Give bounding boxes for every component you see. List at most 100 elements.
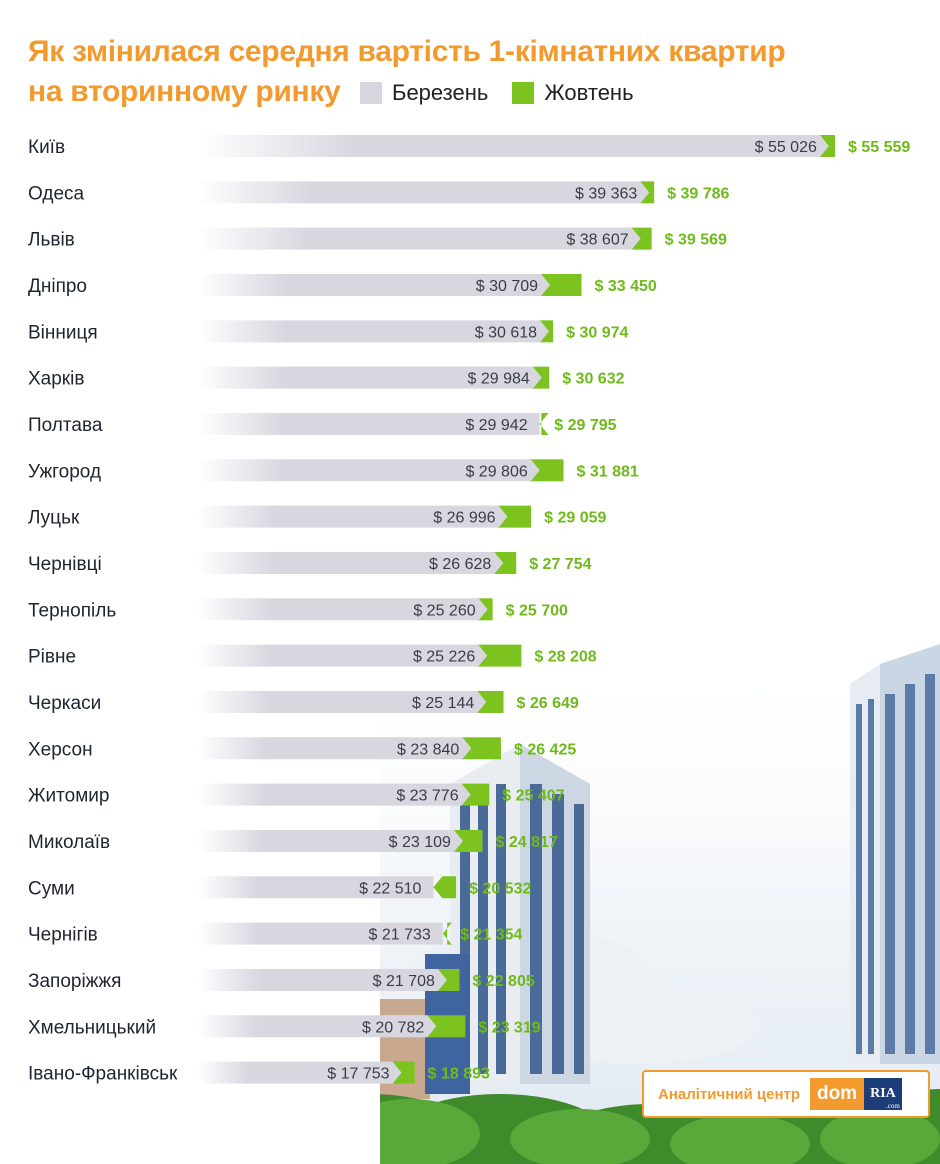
- bar-october: [496, 505, 532, 528]
- bar-october: [539, 412, 549, 435]
- bar-march: [198, 412, 540, 435]
- city-label: Луцьк: [28, 508, 80, 529]
- city-label: Ужгород: [28, 461, 101, 482]
- value-label-march: $ 29 984: [467, 371, 529, 388]
- bar-october: [476, 644, 522, 667]
- value-label-october: $ 23 319: [478, 1019, 540, 1036]
- value-label-october: $ 24 817: [496, 834, 558, 851]
- bar-march: [198, 829, 463, 852]
- legend-swatch-october: [512, 82, 535, 104]
- city-label: Херсон: [28, 739, 93, 760]
- bar-march: [198, 876, 434, 899]
- value-label-march: $ 26 996: [433, 510, 495, 527]
- value-label-march: $ 25 260: [413, 602, 475, 619]
- value-label-march: $ 21 708: [373, 973, 435, 990]
- bar-october: [425, 1015, 466, 1038]
- value-label-october: $ 39 569: [665, 232, 727, 249]
- city-label: Вінниця: [28, 322, 98, 343]
- value-label-march: $ 23 109: [389, 834, 451, 851]
- bar-march: [198, 273, 551, 296]
- value-label-october: $ 29 795: [554, 417, 616, 434]
- bar-october: [442, 922, 452, 945]
- legend-item-october: Жовтень: [512, 80, 634, 106]
- city-label: Миколаїв: [28, 832, 110, 853]
- bar-october: [528, 459, 564, 482]
- value-label-october: $ 20 532: [469, 880, 531, 897]
- bar-march: [198, 320, 550, 343]
- value-label-october: $ 39 786: [667, 185, 729, 202]
- value-label-october: $ 22 805: [472, 973, 534, 990]
- value-label-october: $ 25 700: [506, 602, 568, 619]
- city-label: Житомир: [28, 786, 109, 807]
- city-label: Полтава: [28, 415, 103, 436]
- value-label-march: $ 23 840: [397, 741, 459, 758]
- value-label-october: $ 18 893: [428, 1066, 490, 1083]
- city-label: Одеса: [28, 183, 85, 204]
- value-label-march: $ 25 226: [413, 649, 475, 666]
- value-label-march: $ 21 733: [369, 927, 431, 944]
- chart-title-line1: Як змінилася середня вартість 1-кімнатни…: [28, 35, 786, 68]
- value-label-march: $ 26 628: [429, 556, 491, 573]
- bar-march: [198, 690, 487, 713]
- bar-march: [198, 135, 829, 157]
- value-label-october: $ 26 425: [514, 741, 576, 758]
- bar-march: [198, 366, 542, 389]
- value-label-march: $ 30 709: [476, 278, 538, 295]
- city-label: Харків: [28, 369, 84, 390]
- city-label: Дніпро: [28, 276, 87, 297]
- bar-october: [539, 273, 582, 296]
- city-label: Чернівці: [28, 554, 102, 575]
- bar-march: [198, 227, 641, 250]
- bar-october: [451, 829, 483, 852]
- bar-march: [198, 181, 650, 204]
- bar-october: [475, 690, 504, 713]
- value-label-october: $ 26 649: [517, 695, 579, 712]
- bar-march: [198, 783, 471, 806]
- city-label: Івано-Франківськ: [28, 1064, 178, 1085]
- value-label-october: $ 21 354: [460, 927, 522, 944]
- brand-ria-sub: .com: [885, 1102, 900, 1110]
- value-label-march: $ 17 753: [327, 1066, 389, 1083]
- brand-ria-logo: RIA .com: [864, 1078, 902, 1110]
- value-label-march: $ 20 782: [362, 1019, 424, 1036]
- brand-ria-text: RIA: [870, 1086, 896, 1101]
- value-label-october: $ 29 059: [544, 510, 606, 527]
- value-label-october: $ 27 754: [529, 556, 591, 573]
- city-label: Рівне: [28, 647, 76, 668]
- legend-label-october: Жовтень: [544, 80, 634, 105]
- brand-dom-logo: dom: [810, 1078, 865, 1110]
- bar-march: [198, 598, 488, 621]
- value-label-march: $ 23 776: [396, 788, 458, 805]
- legend-label-march: Березень: [392, 80, 489, 105]
- brand-badge: Аналітичний центр dom RIA .com: [642, 1070, 930, 1118]
- city-label: Тернопіль: [28, 600, 116, 621]
- city-label: Чернігів: [28, 925, 98, 946]
- value-label-march: $ 30 618: [475, 324, 537, 341]
- bar-march: [198, 644, 488, 667]
- bar-march: [198, 1015, 437, 1038]
- value-label-october: $ 25 407: [502, 788, 564, 805]
- chart-title-line2: на вторинному ринку: [28, 75, 341, 108]
- legend-item-march: Березень: [360, 80, 488, 106]
- bar-march: [198, 737, 472, 760]
- city-label: Київ: [28, 137, 65, 158]
- city-label: Запоріжжя: [28, 971, 121, 992]
- bar-october: [460, 737, 501, 760]
- value-label-october: $ 31 881: [577, 463, 639, 480]
- city-label: Львів: [28, 230, 75, 251]
- value-label-october: $ 55 559: [848, 139, 910, 156]
- value-label-march: $ 29 806: [465, 463, 527, 480]
- legend-swatch-march: [360, 82, 382, 104]
- chart-legend: Березень Жовтень: [360, 80, 658, 106]
- city-label: Суми: [28, 878, 75, 899]
- bar-march: [198, 459, 540, 482]
- bar-march: [198, 1061, 402, 1084]
- bar-march: [198, 968, 447, 991]
- city-label: Хмельницький: [28, 1017, 156, 1038]
- city-label: Черкаси: [28, 693, 101, 714]
- value-label-march: $ 55 026: [755, 139, 817, 156]
- bar-march: [198, 505, 508, 528]
- value-label-march: $ 29 942: [465, 417, 527, 434]
- bar-march: [198, 551, 504, 574]
